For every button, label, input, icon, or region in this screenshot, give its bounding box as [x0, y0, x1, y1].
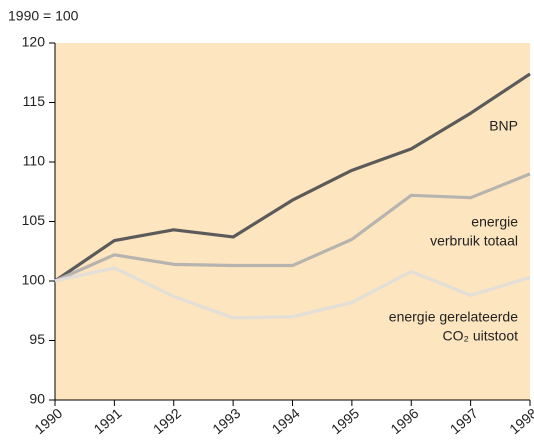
series-line: [54, 266, 531, 320]
x-tick-label: 1995: [328, 405, 362, 437]
x-tick-label: 1993: [209, 405, 243, 437]
x-tick-label: 1997: [447, 405, 481, 437]
y-tick-label: 90: [29, 391, 45, 407]
x-tick-label: 1994: [269, 405, 303, 437]
series-label: BNP: [489, 118, 518, 134]
x-tick-label: 1996: [387, 405, 421, 437]
y-tick-label: 105: [22, 212, 46, 228]
series-label: energie: [471, 214, 518, 230]
y-tick-label: 95: [29, 331, 45, 347]
plot-area: [55, 43, 530, 400]
x-tick-label: 1992: [150, 405, 184, 437]
series-line: [54, 172, 531, 283]
y-tick-label: 115: [23, 93, 46, 109]
x-tick-label: 1990: [31, 405, 65, 437]
y-tick-label: 100: [22, 272, 46, 288]
y-tick-label: 110: [23, 153, 46, 169]
series-label: energie gerelateerde: [389, 309, 518, 325]
y-tick-label: 120: [22, 34, 46, 50]
y-axis-label: 1990 = 100: [8, 8, 79, 24]
x-tick-label: 1998: [506, 405, 534, 437]
series-label: CO₂ uitstoot: [443, 328, 519, 344]
x-tick-label: 1991: [91, 405, 125, 437]
series-label: verbruik totaal: [430, 233, 518, 249]
series-line: [54, 72, 531, 283]
